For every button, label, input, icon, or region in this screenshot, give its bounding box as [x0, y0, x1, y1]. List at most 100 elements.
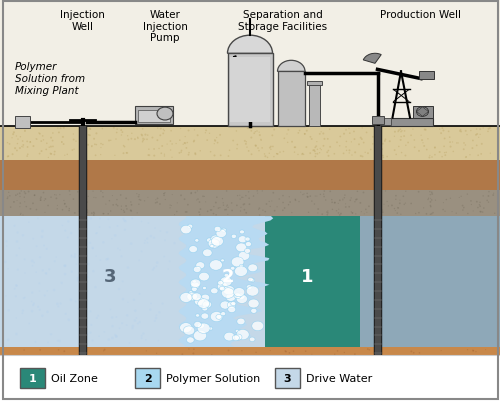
Point: [81, 193, 89, 200]
Point: [138, 133, 146, 139]
Point: [14, 230, 22, 236]
Point: [358, 209, 366, 215]
Point: [245, 196, 253, 202]
Bar: [390, 118, 432, 126]
Point: [276, 150, 284, 156]
Point: [144, 194, 152, 201]
Point: [392, 152, 400, 158]
Point: [17, 211, 25, 217]
Point: [76, 362, 84, 368]
Point: [14, 267, 22, 273]
Circle shape: [194, 298, 204, 306]
Bar: [0, 355, 500, 401]
Point: [84, 331, 92, 337]
Point: [11, 286, 19, 292]
Point: [477, 151, 485, 158]
Point: [400, 128, 408, 135]
Point: [382, 137, 390, 143]
Point: [384, 203, 392, 210]
Point: [58, 223, 66, 229]
Point: [65, 208, 73, 214]
Circle shape: [189, 246, 198, 253]
Point: [242, 210, 250, 217]
Bar: [0, 160, 500, 190]
Point: [392, 196, 400, 203]
Point: [69, 381, 77, 388]
Point: [426, 203, 434, 209]
Point: [42, 271, 50, 277]
Point: [472, 126, 480, 133]
Point: [274, 363, 282, 370]
Point: [438, 126, 446, 132]
Point: [146, 307, 154, 313]
Point: [364, 151, 372, 157]
Point: [267, 362, 275, 368]
Point: [33, 137, 41, 143]
Point: [302, 144, 310, 151]
Point: [473, 199, 481, 205]
Point: [170, 393, 178, 399]
Point: [192, 197, 200, 204]
Point: [334, 348, 342, 354]
Point: [124, 133, 132, 140]
Point: [238, 348, 246, 354]
Point: [262, 369, 270, 375]
Point: [163, 229, 171, 236]
Bar: [278, 72, 305, 126]
Point: [266, 151, 274, 157]
Point: [355, 373, 363, 379]
Point: [224, 381, 232, 387]
Point: [320, 136, 328, 143]
Point: [291, 384, 299, 391]
Point: [340, 349, 348, 356]
Point: [428, 154, 436, 161]
Point: [280, 205, 288, 212]
Point: [462, 393, 470, 400]
Point: [198, 393, 206, 399]
Point: [345, 204, 353, 211]
Point: [144, 133, 152, 139]
Point: [314, 147, 322, 153]
Point: [404, 140, 412, 146]
Point: [470, 348, 478, 354]
Point: [141, 360, 149, 367]
Point: [4, 154, 12, 160]
Point: [113, 197, 121, 203]
Point: [474, 205, 482, 211]
Point: [196, 199, 203, 206]
Point: [394, 129, 402, 136]
Point: [210, 141, 218, 148]
Point: [336, 143, 344, 150]
Point: [2, 259, 10, 265]
Point: [340, 131, 348, 138]
Point: [410, 145, 418, 151]
Bar: [78, 126, 86, 379]
Bar: [372, 117, 384, 124]
Point: [254, 190, 262, 197]
Point: [248, 396, 256, 401]
Point: [196, 207, 204, 213]
Point: [329, 355, 337, 362]
Bar: [230, 58, 270, 122]
Point: [328, 378, 336, 384]
Point: [131, 318, 139, 324]
Point: [154, 196, 162, 202]
Point: [409, 127, 417, 133]
Point: [292, 145, 300, 151]
Circle shape: [223, 286, 234, 295]
Point: [58, 280, 66, 286]
Point: [38, 134, 46, 140]
Point: [383, 154, 391, 160]
Point: [336, 212, 344, 219]
Point: [351, 351, 359, 358]
Point: [90, 210, 98, 216]
Point: [431, 152, 439, 158]
Point: [22, 381, 30, 387]
Circle shape: [250, 279, 255, 282]
Point: [490, 190, 498, 197]
Point: [8, 381, 16, 388]
Point: [222, 188, 230, 194]
Point: [112, 314, 120, 320]
Point: [36, 363, 44, 370]
Point: [262, 201, 270, 208]
